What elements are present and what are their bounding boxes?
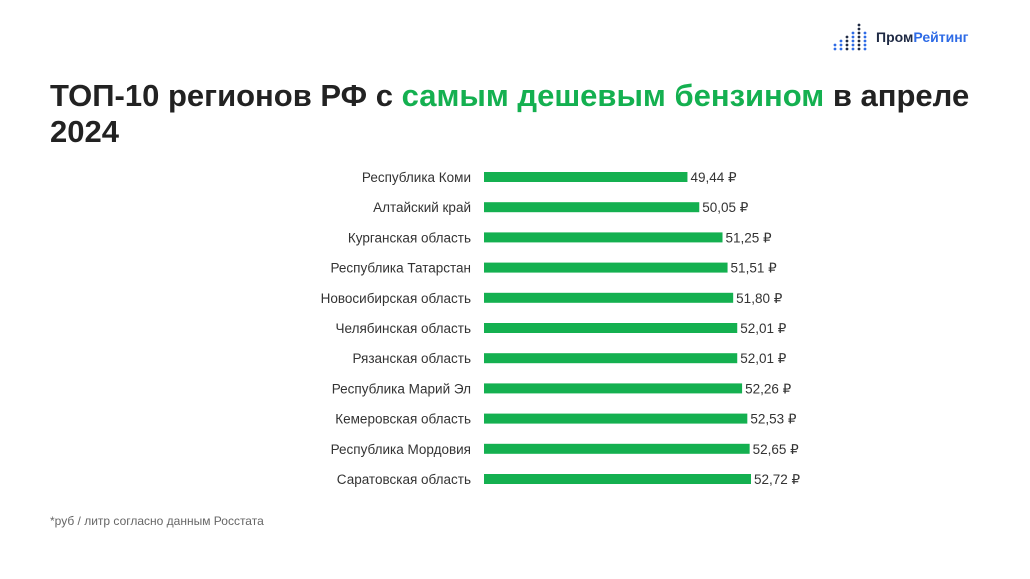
- page-title: ТОП-10 регионов РФ с самым дешевым бензи…: [50, 78, 980, 150]
- logo-dot: [851, 35, 855, 39]
- bar: [484, 232, 723, 243]
- category-label: Республика Татарстан: [330, 261, 471, 276]
- logo-dot: [863, 43, 867, 47]
- logo-dot: [845, 43, 849, 47]
- category-label: Саратовская область: [337, 472, 471, 487]
- category-label: Курганская область: [348, 230, 471, 245]
- data-label: 49,44 ₽: [690, 170, 737, 185]
- bar: [484, 262, 728, 273]
- footnote: *руб / литр согласно данным Росстата: [50, 514, 264, 528]
- data-label: 52,72 ₽: [754, 472, 801, 487]
- logo-dot: [851, 39, 855, 43]
- logo-dot: [857, 43, 861, 47]
- title-highlight: самым дешевым бензином: [401, 78, 825, 113]
- category-label: Кемеровская область: [335, 412, 471, 427]
- logo-dot: [857, 23, 861, 27]
- data-label: 51,80 ₽: [736, 291, 783, 306]
- logo-dot: [845, 47, 849, 51]
- category-label: Алтайский край: [373, 200, 471, 215]
- logo-dot: [863, 35, 867, 39]
- data-label: 52,01 ₽: [740, 321, 787, 336]
- logo-dot: [845, 39, 849, 43]
- logo-dot: [857, 31, 861, 35]
- category-label: Новосибирская область: [321, 291, 471, 306]
- logo-dot: [857, 39, 861, 43]
- data-label: 52,26 ₽: [745, 381, 792, 396]
- logo-dot: [845, 35, 849, 39]
- bar-chart: Республика Коми 49,44 ₽ Алтайский край 50,0…: [321, 170, 801, 487]
- logo-dot: [833, 43, 837, 47]
- bar: [484, 353, 738, 364]
- brand-name-part1: Пром: [876, 29, 914, 45]
- data-label: 51,25 ₽: [726, 230, 773, 245]
- logo-dot: [851, 47, 855, 51]
- bar: [484, 413, 748, 424]
- logo-dot: [839, 43, 843, 47]
- title-part2: в апреле 2024: [50, 78, 970, 149]
- bar-dots-icon: [833, 23, 867, 51]
- logo-dot: [851, 43, 855, 47]
- title-part1: ТОП-10 регионов РФ с: [50, 78, 402, 113]
- category-label: Республика Марий Эл: [332, 381, 471, 396]
- bar: [484, 383, 743, 394]
- bar: [484, 292, 734, 303]
- category-label: Республика Коми: [362, 170, 471, 185]
- brand-name: ПромРейтинг: [876, 29, 968, 45]
- logo-dot: [857, 47, 861, 51]
- bar: [484, 443, 750, 454]
- bar: [484, 323, 738, 333]
- category-label: Челябинская область: [336, 321, 471, 336]
- data-label: 51,51 ₽: [731, 261, 778, 276]
- logo-dot: [863, 39, 867, 43]
- bar: [484, 202, 700, 213]
- category-label: Республика Мордовия: [331, 442, 471, 457]
- logo-dot: [851, 31, 855, 35]
- data-label: 52,65 ₽: [753, 442, 800, 457]
- bar: [484, 474, 751, 484]
- category-label: Рязанская область: [352, 351, 471, 366]
- logo-dot: [839, 47, 843, 51]
- logo-dot: [839, 39, 843, 43]
- logo-dot: [857, 27, 861, 31]
- brand-name-part2: Рейтинг: [913, 29, 969, 45]
- data-label: 52,53 ₽: [750, 412, 797, 427]
- brand-logo: ПромРейтинг: [832, 22, 968, 52]
- logo-dot: [857, 35, 861, 39]
- bar: [484, 172, 688, 182]
- logo-dot: [863, 31, 867, 35]
- data-label: 50,05 ₽: [702, 200, 749, 215]
- logo-dot: [863, 47, 867, 51]
- data-label: 52,01 ₽: [740, 351, 787, 366]
- logo-dot: [833, 47, 837, 51]
